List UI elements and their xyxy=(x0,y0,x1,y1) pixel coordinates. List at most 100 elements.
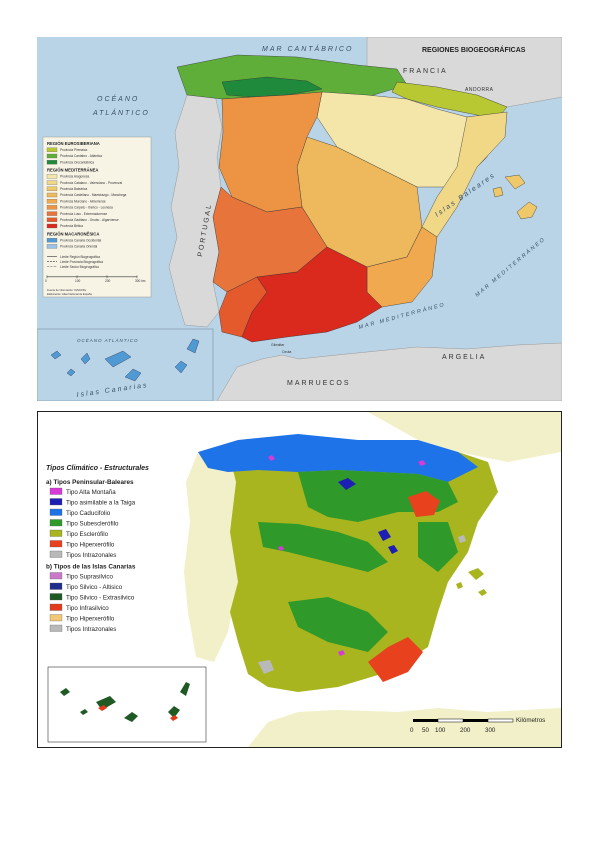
balearic-islands xyxy=(492,174,538,220)
legend-heading: REGIÓN MACARONÉSICA xyxy=(47,231,99,236)
legend-swatch xyxy=(49,614,63,622)
scale-tick-label: 200 xyxy=(105,279,111,283)
legend-item-label: Provincia Orocantábrica xyxy=(60,160,94,164)
region-taiga xyxy=(338,478,398,554)
region-carpeto-iberica xyxy=(218,91,323,213)
label-mar-cantabrico: MAR CANTÁBRICO xyxy=(262,44,353,53)
legend-item-label: Provincia Bética xyxy=(60,224,83,228)
legend-swatch xyxy=(46,192,58,198)
legend-line-label: Límite Región Biogeográfica xyxy=(60,255,100,259)
africa-land xyxy=(216,342,562,401)
legend-item-label: Provincia Catalano - Valenciano - Proven… xyxy=(60,181,122,185)
region-subesclerofilo-south xyxy=(288,597,388,652)
legend-swatch xyxy=(49,498,63,506)
scale-tick-label: 200 xyxy=(460,727,471,734)
legend-item-label: Tipos Intrazonales xyxy=(66,626,116,633)
legend-item-label: Tipo Esclerófilo xyxy=(66,531,109,538)
biogeographic-map-canvas: MAR CANTÁBRICO OCÉANO ATLÁNTICO FRANCIA … xyxy=(37,37,562,401)
legend-item-label: Provincia Murciano - Almeriense xyxy=(60,199,106,203)
region-hiperxerofilo-ebro xyxy=(408,491,440,517)
canary-islands xyxy=(50,338,200,382)
legend-swatch xyxy=(49,529,63,537)
legend-swatch xyxy=(46,217,58,222)
scale-tick-label: 0 xyxy=(45,279,47,283)
scale-unit: Kilómetros xyxy=(516,717,545,724)
legend-item-label: Provincia Aragonesa xyxy=(60,175,89,179)
legend-heading: b) Tipos de las Islas Canarias xyxy=(46,564,136,571)
region-subesclerofilo-east xyxy=(418,522,458,572)
legend-line-label: Límite Provincia Biogeográfica xyxy=(60,260,103,264)
legend-item-label: Provincia Pirenaica xyxy=(60,148,88,152)
legend-swatch xyxy=(46,205,58,210)
africa-land xyxy=(248,708,561,747)
legend-item-label: Provincia Canaria Occidental xyxy=(60,238,101,242)
legend-swatch xyxy=(49,540,63,548)
biogeographic-regions-map: MAR CANTÁBRICO OCÉANO ATLÁNTICO FRANCIA … xyxy=(37,37,562,401)
legend-item-label: Provincia Luso - Extremadurense xyxy=(60,212,107,216)
label-argelia: ARGELIA xyxy=(442,354,486,361)
balearic-islands xyxy=(456,568,487,596)
legend-swatch xyxy=(46,244,58,249)
legend-swatch xyxy=(49,582,63,590)
scale-tick-label: 0 xyxy=(410,727,414,734)
region-betica xyxy=(241,246,383,343)
map-title: Tipos Climático - Estructurales xyxy=(46,465,149,472)
region-caducifolio xyxy=(198,434,478,482)
legend-heading: REGIÓN EUROSIBERIANA xyxy=(47,141,100,146)
legend-heading: a) Tipos Peninsular-Baleares xyxy=(46,479,134,486)
legend-swatch xyxy=(49,550,63,558)
legend-item-label: Provincia Baleárica xyxy=(60,187,88,191)
legend-swatch xyxy=(49,519,63,527)
source-note: Fuente de información: IGN/CNIG xyxy=(47,288,86,292)
legend-item-label: Tipo Silvico - Extrasilvico xyxy=(66,595,135,602)
region-catalano-valenciana xyxy=(421,111,508,238)
map-title: REGIONES BIOGEOGRÁFICAS xyxy=(422,45,526,54)
legend-item-label: Provincia Gaditano - Onubo - Algarviense xyxy=(60,218,119,222)
legend-swatch xyxy=(49,624,63,632)
legend-item-label: Tipo Silvico - Altisico xyxy=(66,584,123,591)
legend-item-label: Tipo Suprasilvico xyxy=(66,574,113,581)
legend-swatch xyxy=(46,153,58,159)
label-andorra: ANDORRA xyxy=(465,87,494,93)
legend-swatch xyxy=(49,487,63,495)
portugal-land xyxy=(168,94,223,328)
legend-entries: REGIÓN EUROSIBERIANA Provincia Pirenaica P… xyxy=(45,141,146,296)
legend-line-label: Límite Sector Biogeográfico xyxy=(60,265,99,269)
scale-tick-label: 50 xyxy=(422,727,429,734)
legend-swatch xyxy=(46,160,58,165)
legend-item-label: Tipo Hiperxerófilo xyxy=(66,542,115,549)
label-oceano-atlantico-inset: OCÉANO ATLÁNTICO xyxy=(77,337,139,343)
region-subesclerofilo-center xyxy=(258,522,388,572)
climate-structural-types-map: Tipos Climático - Estructurales a) Tipos… xyxy=(37,411,562,748)
label-mar-mediterraneo-ne: MAR MEDITERRÁNEO xyxy=(474,235,547,298)
legend-item-label: Provincia Carpeto - Ibérico - Leonesa xyxy=(60,206,113,210)
scale-tick-label: 300 xyxy=(485,727,496,734)
legend-entries: a) Tipos Peninsular-Baleares Tipo Alta Mo… xyxy=(46,479,136,633)
legend-item-label: Provincia Castellano - Maestrazgo - Manc… xyxy=(60,193,126,197)
legend-swatch xyxy=(46,147,58,152)
label-oceano: OCÉANO xyxy=(97,94,139,103)
legend-item-label: Tipos Intrazonales xyxy=(66,552,116,559)
label-marruecos: MARRUECOS xyxy=(287,380,351,387)
label-atlantico: ATLÁNTICO xyxy=(92,108,150,117)
france-land xyxy=(368,412,561,462)
legend-swatch xyxy=(46,199,58,204)
legend-swatch xyxy=(46,211,58,216)
climate-map-canvas: Tipos Climático - Estructurales a) Tipos… xyxy=(46,412,561,747)
legend-item-label: Tipo Infrasilvico xyxy=(66,605,109,612)
legend-item-label: Tipo Alta Montaña xyxy=(66,489,116,496)
legend-swatch xyxy=(46,223,58,229)
label-ceuta: Ceuta xyxy=(282,350,291,354)
legend-item-label: Tipo Hiperxerófilo xyxy=(66,616,115,623)
region-orocantabrica xyxy=(221,76,323,98)
label-gibraltar: Gibraltar xyxy=(271,343,285,347)
legend-heading: REGIÓN MEDITERRÁNEA xyxy=(47,168,98,173)
label-francia: FRANCIA xyxy=(403,68,448,75)
legend-box xyxy=(42,136,152,298)
legend-item-label: Provincia Cantabro - Atlántica xyxy=(60,154,102,158)
legend-item-label: Tipo Subesclerófilo xyxy=(66,521,119,528)
legend-swatch xyxy=(46,180,58,185)
legend-item-label: Provincia Canaria Oriental xyxy=(60,245,97,249)
legend-swatch xyxy=(46,238,58,243)
scale-tick-label: 300 km xyxy=(135,279,146,283)
